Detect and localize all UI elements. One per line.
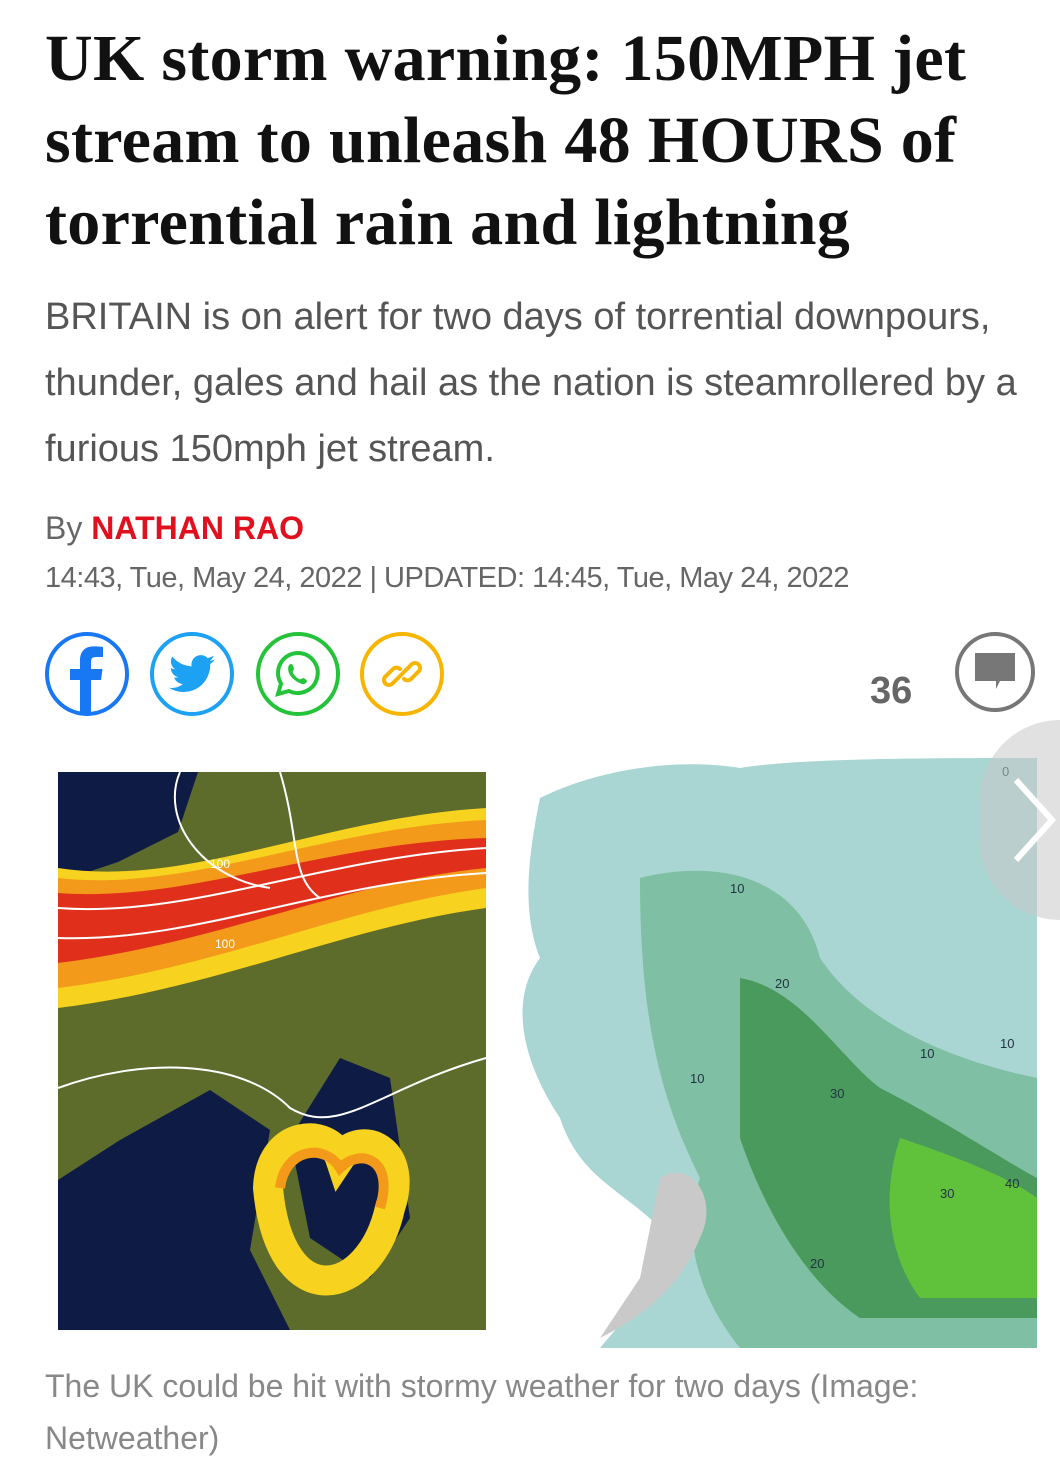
map-label: 30 <box>830 1086 844 1101</box>
weather-maps: 100 100 10 20 30 10 10 20 30 40 10 0 <box>57 758 1037 1348</box>
twitter-icon <box>169 655 215 693</box>
map-label: 10 <box>690 1071 704 1086</box>
comments-button[interactable] <box>955 632 1035 712</box>
copy-link-button[interactable] <box>360 632 444 716</box>
map-label: 40 <box>1005 1176 1019 1191</box>
map-label: 20 <box>810 1256 824 1271</box>
map-label: 30 <box>940 1186 954 1201</box>
byline-prefix: By <box>45 510 83 546</box>
twitter-share-button[interactable] <box>150 632 234 716</box>
map-label: 10 <box>920 1046 934 1061</box>
article-image[interactable]: 100 100 10 20 30 10 10 20 30 40 10 0 <box>40 758 1040 1350</box>
whatsapp-icon <box>275 650 320 697</box>
comment-icon <box>975 653 1015 689</box>
map-label: 10 <box>1000 1036 1014 1051</box>
map-label: 10 <box>730 881 744 896</box>
rainfall-map: 10 20 30 10 10 20 30 40 10 0 <box>495 758 1037 1348</box>
map-label: 20 <box>775 976 789 991</box>
whatsapp-share-button[interactable] <box>256 632 340 716</box>
link-icon <box>382 661 422 687</box>
jet-stream-map: 100 100 <box>57 771 487 1330</box>
comment-count[interactable]: 36 <box>870 670 913 712</box>
author-link[interactable]: NATHAN RAO <box>91 510 304 546</box>
standfirst: BRITAIN is on alert for two days of torr… <box>45 296 1017 470</box>
timestamp: 14:43, Tue, May 24, 2022 | UPDATED: 14:4… <box>45 562 849 594</box>
headline: UK storm warning: 150MPH jet stream to u… <box>45 22 967 259</box>
next-image-button[interactable] <box>980 720 1060 920</box>
map-label: 100 <box>210 857 230 871</box>
map-label: 100 <box>215 937 235 951</box>
byline: By NATHAN RAO <box>45 510 304 547</box>
facebook-share-button[interactable] <box>45 632 129 716</box>
image-caption: The UK could be hit with stormy weather … <box>45 1368 919 1456</box>
facebook-icon <box>70 646 103 712</box>
chevron-right-icon <box>1013 777 1057 863</box>
